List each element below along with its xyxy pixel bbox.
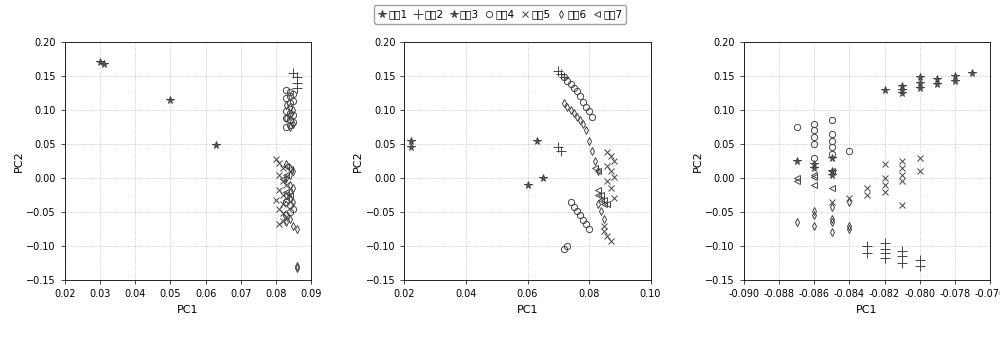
Y-axis label: PC2: PC2 [353,150,363,172]
X-axis label: PC1: PC1 [856,304,878,315]
X-axis label: PC1: PC1 [177,304,199,315]
Y-axis label: PC2: PC2 [693,150,703,172]
X-axis label: PC1: PC1 [517,304,538,315]
Legend: 品牌1, 品牌2, 品牌3, 品牌4, 品牌5, 品牌6, 品牌7: 品牌1, 品牌2, 品牌3, 品牌4, 品牌5, 品牌6, 品牌7 [374,5,626,23]
Y-axis label: PC2: PC2 [14,150,24,172]
